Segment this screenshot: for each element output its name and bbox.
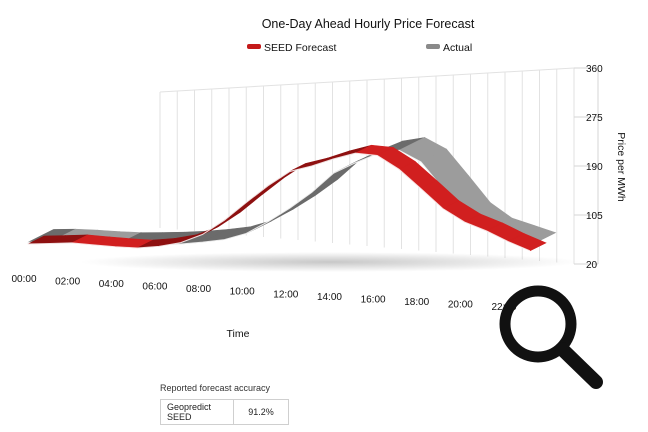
table-row: Geopredict SEED 91.2%: [160, 399, 289, 425]
legend-swatch-actual: [426, 44, 440, 49]
ribbon-segment: [224, 194, 263, 221]
accuracy-table: Geopredict SEED 91.2%: [160, 399, 289, 425]
legend-swatch-forecast: [247, 44, 261, 49]
floor-shadow: [80, 252, 580, 272]
x-tick-label: 14:00: [317, 292, 342, 303]
x-axis-title: Time: [227, 328, 250, 340]
ribbon-edge: [27, 152, 531, 252]
accuracy-value-cell: 91.2%: [233, 399, 289, 425]
x-tick-label: 00:00: [11, 274, 36, 285]
grid-line-top: [159, 67, 575, 93]
x-tick-label: 02:00: [55, 277, 80, 288]
series-actual: [27, 137, 557, 247]
x-tick-label: 18:00: [404, 297, 429, 308]
ribbon-segment: [289, 179, 338, 209]
x-tick-label: 08:00: [186, 284, 211, 295]
accuracy-model-cell: Geopredict SEED: [160, 399, 234, 425]
y-axis-ticks: 360 275 190 105 20: [586, 64, 603, 271]
x-tick-label: 16:00: [361, 294, 386, 305]
ribbon-shadow: [80, 252, 580, 272]
y-tick-label: 360: [586, 64, 603, 75]
x-tick-label: 06:00: [142, 282, 167, 293]
ribbon-segment: [311, 160, 360, 193]
legend: SEED Forecast Actual: [247, 42, 472, 54]
y-tick-label: 275: [586, 113, 603, 124]
y-tick-label: 190: [586, 162, 603, 173]
ribbon-segment: [289, 157, 328, 172]
y-tick-label: 20: [586, 260, 598, 271]
legend-label-actual: Actual: [443, 42, 472, 54]
series-layer: [27, 137, 557, 252]
legend-label-forecast: SEED Forecast: [264, 42, 336, 54]
x-tick-label: 20:00: [448, 299, 473, 310]
series-seed-forecast: [27, 144, 547, 252]
accuracy-panel: Reported forecast accuracy Geopredict SE…: [160, 383, 289, 425]
y-tick-label: 105: [586, 211, 603, 222]
magnifier-icon[interactable]: [496, 284, 612, 396]
accuracy-caption: Reported forecast accuracy: [160, 383, 271, 393]
x-tick-label: 10:00: [230, 287, 255, 298]
x-tick-label: 12:00: [273, 289, 298, 300]
chart-title: One-Day Ahead Hourly Price Forecast: [262, 17, 475, 31]
x-tick-label: 04:00: [99, 279, 124, 290]
x-axis-ticks: 00:00 02:00 04:00 06:00 08:00 10:00 12:00 14:00…: [11, 274, 516, 313]
y-axis-title: Price per MWh: [615, 132, 627, 202]
